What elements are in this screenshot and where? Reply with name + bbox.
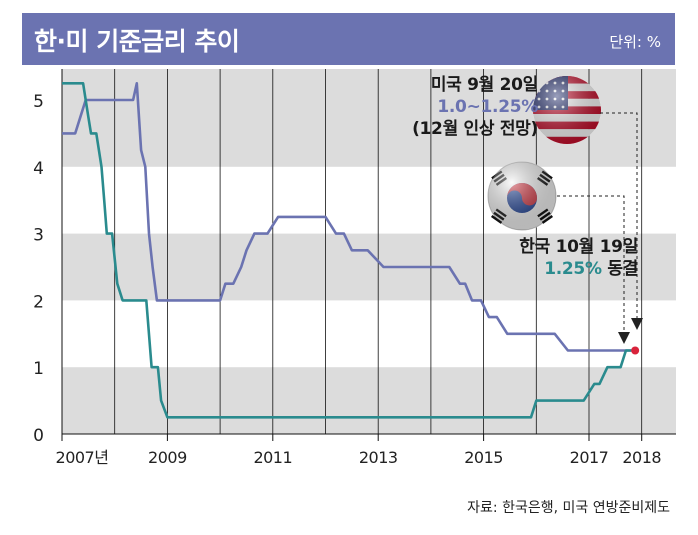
korea-rate-line xyxy=(62,82,632,419)
x-tick-label: 2017 xyxy=(570,448,609,467)
grid-band-1 xyxy=(62,233,676,301)
us-annotation-date: 미국 9월 20일 xyxy=(430,75,538,95)
series-lines xyxy=(62,82,634,419)
projection-markers xyxy=(557,112,643,355)
projection-marker xyxy=(631,346,640,355)
korea-annotation-date: 한국 10월 19일 xyxy=(519,237,638,257)
y-tick-label: 1 xyxy=(33,359,44,379)
us-dotted-leader xyxy=(600,112,638,324)
korea-flag-icon xyxy=(487,161,557,231)
x-tick-label: 2018 xyxy=(622,448,661,467)
y-tick-label: 3 xyxy=(33,226,44,246)
chart-title: 한·미 기준금리 추이 xyxy=(34,27,240,56)
korea-arrowhead xyxy=(618,332,630,344)
source-note: 자료: 한국은행, 미국 연방준비제도 xyxy=(467,500,670,516)
y-tick-label: 2 xyxy=(33,292,44,312)
unit-label: 단위: % xyxy=(609,33,661,51)
korea-annotation-rate: 1.25% xyxy=(544,259,602,279)
us-flag-icon xyxy=(533,76,601,144)
trigram-bar xyxy=(541,215,554,224)
us-annotation-rate: 1.0~1.25% xyxy=(437,97,538,117)
us-rate-line xyxy=(62,82,634,352)
y-tick-label: 0 xyxy=(33,426,44,446)
y-tick-label: 4 xyxy=(33,159,44,179)
axes: 0 1 2 3 4 5 2007년 2009 2011 2013 2015 2017 2018 xyxy=(33,69,676,467)
korea-annotation-status: 동결 xyxy=(607,259,638,279)
trigram-bar xyxy=(490,215,503,224)
title-bar: 한·미 기준금리 추이 단위: % xyxy=(22,13,675,65)
y-tick-label: 5 xyxy=(33,92,44,112)
x-tick-label: 2007년 xyxy=(56,448,109,467)
x-tick-label: 2013 xyxy=(359,448,398,467)
us-arrowhead xyxy=(631,318,643,330)
x-tick-label: 2009 xyxy=(148,448,187,467)
us-flag-shine xyxy=(533,76,601,144)
us-annotation-outlook: (12월 인상 전망) xyxy=(412,119,538,139)
us-annotation: 미국 9월 20일 1.0~1.25% (12월 인상 전망) xyxy=(360,74,538,140)
korea-flag-shine xyxy=(488,162,556,230)
flag-icons xyxy=(487,76,601,231)
korea-annotation: 한국 10월 19일 1.25% 동결 xyxy=(460,236,638,280)
x-tick-label: 2015 xyxy=(464,448,503,467)
x-tick-label: 2011 xyxy=(253,448,292,467)
korea-dotted-leader xyxy=(557,195,625,338)
